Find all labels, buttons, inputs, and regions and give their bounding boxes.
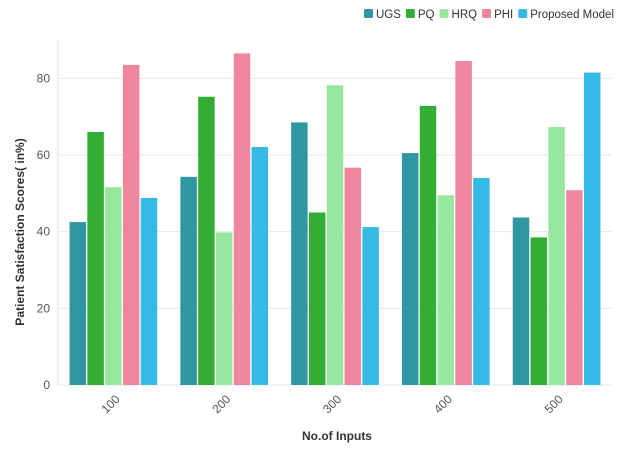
legend-swatch — [363, 9, 373, 18]
bar-phi-300 — [344, 167, 362, 385]
bar-hrq-300 — [326, 85, 344, 385]
x-tick-label: 100 — [99, 392, 123, 416]
bar-proposed-model-200 — [251, 146, 269, 385]
bar-proposed-model-400 — [473, 178, 490, 385]
legend-item[interactable]: PQ — [405, 9, 435, 21]
x-tick-label: 200 — [209, 392, 233, 416]
bar-ugs-200 — [180, 176, 197, 385]
y-axis-ticks: 0 20 40 60 80 — [37, 71, 51, 392]
bar-phi-400 — [455, 61, 472, 385]
bar-pq-300 — [308, 212, 326, 385]
bars-group — [69, 53, 601, 386]
bar-pq-400 — [419, 105, 437, 385]
bar-ugs-300 — [291, 122, 308, 386]
bar-proposed-model-100 — [140, 197, 158, 385]
bar-hrq-200 — [215, 232, 233, 385]
x-axis-title: No.of Inputs — [302, 429, 372, 443]
legend-item[interactable]: Proposed Model — [518, 9, 614, 21]
y-tick-label: 0 — [43, 378, 50, 392]
legend-item[interactable]: UGS — [363, 9, 401, 21]
y-tick-label: 80 — [37, 71, 51, 85]
bar-proposed-model-300 — [362, 227, 379, 385]
bar-ugs-100 — [69, 222, 87, 385]
legend-swatch — [482, 9, 492, 18]
x-tick-label: 300 — [320, 392, 344, 416]
bar-pq-100 — [87, 132, 104, 385]
x-axis-ticks: 100 200 300 400 500 — [99, 392, 566, 416]
legend-item[interactable]: PHI — [482, 9, 513, 21]
legend-swatch — [518, 9, 528, 18]
legend-item[interactable]: HRQ — [439, 9, 478, 21]
bar-ugs-500 — [512, 217, 530, 385]
x-tick-label: 500 — [542, 392, 566, 416]
y-axis-title: Patient Satisfaction Scores( in%) — [13, 138, 27, 325]
bar-ugs-400 — [401, 153, 419, 385]
bar-pq-500 — [530, 237, 548, 385]
legend-swatch — [439, 9, 449, 18]
bar-hrq-500 — [548, 127, 565, 386]
bar-pq-200 — [198, 96, 215, 385]
bar-phi-500 — [566, 190, 583, 385]
y-tick-label: 40 — [37, 225, 51, 239]
legend-label: PQ — [418, 9, 435, 21]
x-tick-label: 400 — [431, 392, 455, 416]
legend-swatch — [405, 9, 415, 18]
bar-phi-100 — [122, 64, 140, 386]
legend-label: UGS — [376, 9, 401, 21]
legend-label: Proposed Model — [530, 9, 614, 21]
y-tick-label: 20 — [37, 301, 51, 315]
bar-phi-200 — [233, 53, 251, 386]
legend-label: HRQ — [452, 9, 478, 21]
bar-hrq-400 — [437, 195, 455, 385]
bar-hrq-100 — [105, 187, 122, 385]
legend: UGS PQ HRQ PHI Proposed Model — [363, 9, 614, 21]
y-tick-label: 60 — [37, 148, 51, 162]
legend-label: PHI — [494, 9, 513, 21]
bar-proposed-model-500 — [583, 72, 601, 385]
